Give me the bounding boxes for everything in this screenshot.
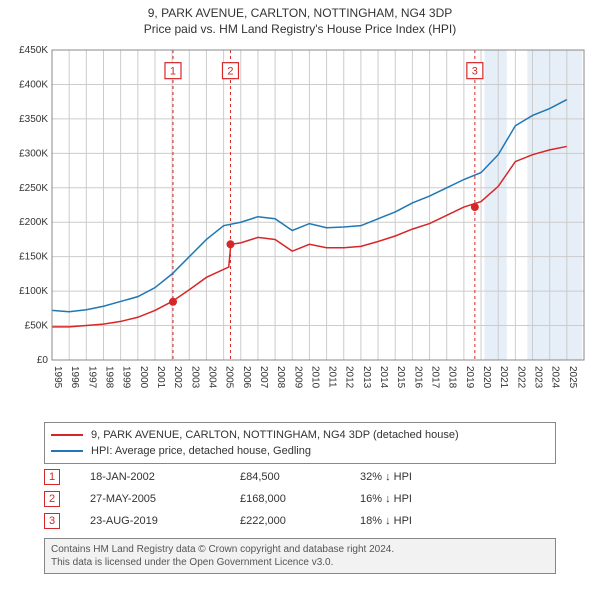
svg-text:1997: 1997 bbox=[86, 366, 97, 389]
svg-text:2001: 2001 bbox=[155, 366, 166, 389]
svg-text:2020: 2020 bbox=[481, 366, 492, 389]
svg-text:2016: 2016 bbox=[412, 366, 423, 389]
svg-text:£0: £0 bbox=[37, 355, 49, 366]
svg-text:2005: 2005 bbox=[224, 366, 235, 389]
event-price: £168,000 bbox=[240, 493, 360, 505]
legend-label: HPI: Average price, detached house, Gedl… bbox=[91, 445, 311, 457]
svg-text:2004: 2004 bbox=[206, 366, 217, 389]
event-delta: 32% ↓ HPI bbox=[360, 471, 480, 483]
svg-text:£300K: £300K bbox=[19, 148, 48, 159]
svg-text:£250K: £250K bbox=[19, 183, 48, 194]
page-title: 9, PARK AVENUE, CARLTON, NOTTINGHAM, NG4… bbox=[0, 6, 600, 20]
page-subtitle: Price paid vs. HM Land Registry's House … bbox=[0, 22, 600, 36]
svg-text:1999: 1999 bbox=[121, 366, 132, 389]
event-marker-badge: 1 bbox=[44, 469, 60, 485]
svg-text:2013: 2013 bbox=[361, 366, 372, 389]
svg-text:2002: 2002 bbox=[172, 366, 183, 389]
svg-text:£100K: £100K bbox=[19, 286, 48, 297]
svg-text:2017: 2017 bbox=[430, 366, 441, 389]
event-row: 3 23-AUG-2019£222,00018% ↓ HPI bbox=[44, 510, 556, 532]
svg-text:2000: 2000 bbox=[138, 366, 149, 389]
legend-item: 9, PARK AVENUE, CARLTON, NOTTINGHAM, NG4… bbox=[51, 427, 549, 443]
event-marker-badge: 3 bbox=[44, 513, 60, 529]
event-price: £84,500 bbox=[240, 471, 360, 483]
svg-text:2011: 2011 bbox=[327, 366, 338, 388]
svg-text:2009: 2009 bbox=[292, 366, 303, 389]
price-chart: £0 £50K £100K £150K £200K £250K £300K £350K £400… bbox=[8, 44, 592, 414]
svg-text:2018: 2018 bbox=[447, 366, 458, 389]
svg-text:2008: 2008 bbox=[275, 366, 286, 389]
svg-text:2022: 2022 bbox=[515, 366, 526, 389]
event-date: 18-JAN-2002 bbox=[90, 471, 240, 483]
svg-text:2021: 2021 bbox=[498, 366, 509, 389]
svg-text:2023: 2023 bbox=[533, 366, 544, 389]
event-delta: 16% ↓ HPI bbox=[360, 493, 480, 505]
svg-text:2025: 2025 bbox=[567, 366, 578, 389]
svg-text:1998: 1998 bbox=[103, 366, 114, 389]
attribution-box: Contains HM Land Registry data © Crown c… bbox=[44, 538, 556, 574]
svg-text:2014: 2014 bbox=[378, 366, 389, 389]
event-row: 2 27-MAY-2005£168,00016% ↓ HPI bbox=[44, 488, 556, 510]
svg-text:2024: 2024 bbox=[550, 366, 561, 389]
event-marker-badge: 2 bbox=[44, 491, 60, 507]
svg-text:2012: 2012 bbox=[344, 366, 355, 389]
attribution-line: This data is licensed under the Open Gov… bbox=[51, 556, 549, 569]
svg-text:2010: 2010 bbox=[309, 366, 320, 389]
event-row: 1 18-JAN-2002£84,50032% ↓ HPI bbox=[44, 466, 556, 488]
svg-text:1996: 1996 bbox=[69, 366, 80, 389]
svg-text:£400K: £400K bbox=[19, 79, 48, 90]
svg-text:£450K: £450K bbox=[19, 45, 48, 56]
svg-text:1995: 1995 bbox=[52, 366, 63, 389]
events-table: 1 18-JAN-2002£84,50032% ↓ HPI 2 27-MAY-2005… bbox=[44, 466, 556, 532]
attribution-line: Contains HM Land Registry data © Crown c… bbox=[51, 543, 549, 556]
svg-text:£50K: £50K bbox=[25, 321, 49, 332]
svg-text:3: 3 bbox=[472, 66, 478, 78]
chart-legend: 9, PARK AVENUE, CARLTON, NOTTINGHAM, NG4… bbox=[44, 422, 556, 464]
svg-text:1: 1 bbox=[170, 66, 176, 78]
legend-swatch bbox=[51, 450, 83, 452]
legend-item: HPI: Average price, detached house, Gedl… bbox=[51, 443, 549, 459]
svg-text:£150K: £150K bbox=[19, 252, 48, 263]
svg-text:£200K: £200K bbox=[19, 217, 48, 228]
event-date: 23-AUG-2019 bbox=[90, 515, 240, 527]
event-price: £222,000 bbox=[240, 515, 360, 527]
legend-swatch bbox=[51, 434, 83, 436]
svg-text:2015: 2015 bbox=[395, 366, 406, 389]
svg-text:£350K: £350K bbox=[19, 114, 48, 125]
svg-text:2: 2 bbox=[227, 66, 233, 78]
svg-text:2007: 2007 bbox=[258, 366, 269, 389]
legend-label: 9, PARK AVENUE, CARLTON, NOTTINGHAM, NG4… bbox=[91, 429, 459, 441]
event-delta: 18% ↓ HPI bbox=[360, 515, 480, 527]
svg-text:2006: 2006 bbox=[241, 366, 252, 389]
svg-text:2003: 2003 bbox=[189, 366, 200, 389]
svg-text:2019: 2019 bbox=[464, 366, 475, 389]
event-date: 27-MAY-2005 bbox=[90, 493, 240, 505]
